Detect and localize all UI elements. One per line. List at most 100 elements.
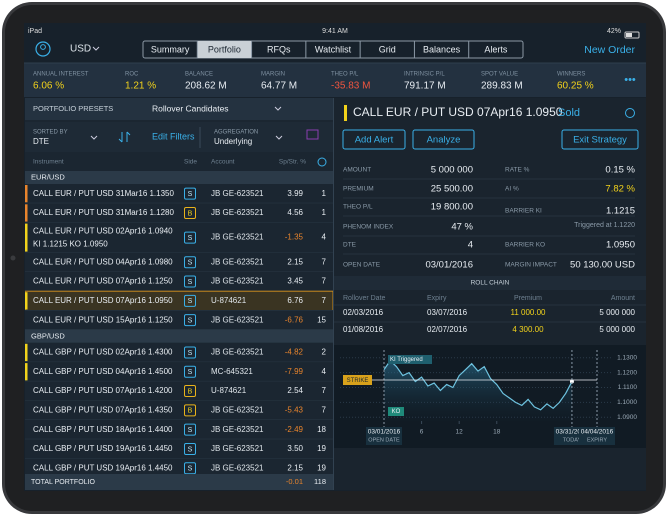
spot-strike-pct: 3.99 (287, 189, 303, 198)
detail-label: THEO P/L (343, 204, 373, 211)
metric-value: 791.17 M (404, 81, 446, 92)
spot-strike-pct: 3.50 (287, 444, 303, 453)
price-area (384, 360, 572, 421)
instrument: CALL GBP / PUT USD 02Apr16 1.4300 (33, 348, 173, 357)
group-name: GBP/USD (31, 331, 65, 340)
metric-value: 208.62 M (185, 81, 227, 92)
metric-value: 60.25 % (557, 81, 594, 92)
detail-value: 1.1215 (606, 206, 635, 217)
settings-icon[interactable] (317, 157, 327, 167)
detail-value: 47 % (451, 222, 473, 233)
current-point (569, 379, 574, 384)
tab[interactable]: Balances (423, 44, 461, 54)
dte: 4 (322, 367, 327, 376)
table-row[interactable] (25, 342, 333, 363)
roll-chain-header (334, 276, 646, 290)
detail-label: AI % (505, 186, 519, 193)
side: S (188, 427, 193, 434)
table-row[interactable] (25, 271, 333, 292)
detail-value: 7.82 % (605, 184, 635, 195)
action-button[interactable] (412, 129, 475, 150)
metrics-bar (24, 63, 646, 97)
detail-value: 50 130.00 USD (570, 260, 635, 271)
action-button[interactable] (342, 129, 406, 150)
detail-label: MARGIN IMPACT (505, 262, 557, 269)
instrument: CALL EUR / PUT USD 31Mar16 1.1350 (33, 189, 175, 198)
device-name: iPad (28, 28, 42, 35)
account: JB GE-623521 (211, 257, 264, 266)
account: JB GE-623521 (211, 208, 264, 217)
row-flag (25, 185, 28, 203)
row-flag (25, 363, 28, 381)
spot-strike-pct: -5.43 (285, 405, 304, 414)
tab[interactable]: RFQs (267, 44, 291, 54)
settings-icon[interactable] (625, 108, 635, 118)
x-tick-label: 12 (456, 429, 464, 436)
sort-icon[interactable] (118, 131, 131, 143)
detail-label: PREMIUM (343, 186, 374, 193)
tab[interactable]: Watchlist (315, 44, 352, 54)
dte: 7 (322, 386, 327, 395)
instrument: CALL EUR / PUT USD 15Apr16 1.1250 (33, 315, 173, 324)
side-badge (184, 365, 196, 378)
total-label: TOTAL PORTFOLIO (31, 479, 95, 486)
instrument: CALL EUR / PUT USD 07Apr16 1.1250 (33, 277, 173, 286)
dte: 1 (322, 189, 327, 198)
detail-status: Sold (558, 107, 580, 119)
table-row[interactable] (25, 203, 333, 223)
detail-value: 0.15 % (605, 165, 635, 176)
action-label[interactable]: Exit Strategy (573, 135, 627, 146)
roll-chain-cell: 5 000 000 (599, 325, 635, 334)
account: MC-645321 (211, 367, 253, 376)
new-order-button[interactable]: New Order (584, 44, 635, 56)
table-row[interactable] (25, 400, 333, 420)
column-header: Sp/Str. % (279, 159, 306, 166)
chevron (274, 106, 282, 111)
action-button[interactable] (561, 129, 639, 150)
currency-selector[interactable]: USD (70, 44, 91, 55)
tab[interactable]: Alerts (484, 44, 508, 54)
table-row[interactable] (25, 184, 333, 204)
table-row[interactable] (25, 310, 333, 330)
row-flag (25, 343, 28, 362)
more-button[interactable]: ••• (624, 74, 636, 86)
table-row[interactable] (25, 362, 333, 382)
account: JB GE-623521 (211, 189, 264, 198)
metric-label: BALANCE (185, 72, 213, 78)
side-badge (184, 256, 196, 269)
table-row[interactable] (25, 439, 333, 459)
tab[interactable]: Portfolio (208, 44, 241, 54)
action-label[interactable]: Add Alert (355, 135, 394, 146)
user-icon-head (40, 44, 46, 50)
table-row[interactable] (25, 458, 333, 478)
edit-filters-button[interactable]: Edit Filters (152, 131, 195, 141)
total-bar (25, 474, 333, 490)
account: U-874621 (211, 296, 247, 305)
metric-label: THEO P/L (331, 72, 359, 78)
aggregation-value[interactable]: Underlying (214, 137, 252, 146)
presets-bar (25, 98, 333, 120)
tab[interactable]: Summary (151, 44, 190, 54)
side-badge (184, 442, 196, 455)
roll-chain-cell: 02/07/2016 (427, 325, 468, 334)
tab[interactable]: Grid (379, 44, 396, 54)
side: S (188, 350, 193, 357)
metric-value: 64.77 M (261, 81, 297, 92)
column-header: Account (211, 159, 235, 166)
table-row[interactable] (25, 420, 333, 440)
side: S (188, 317, 193, 324)
sort-value[interactable]: DTE (33, 137, 49, 146)
layout-icon[interactable] (306, 129, 319, 140)
table-row[interactable] (25, 252, 333, 272)
spot-strike-pct: -2.49 (285, 425, 304, 434)
roll-chain-column: Premium (514, 295, 542, 302)
table-row[interactable] (25, 222, 333, 253)
dte: 15 (317, 315, 326, 324)
account: JB GE-623521 (211, 444, 264, 453)
action-label[interactable]: Analyze (427, 135, 461, 146)
x-tick-note: TODAY (563, 437, 582, 443)
preset-value[interactable]: Rollover Candidates (152, 103, 229, 113)
metric-label: WINNERS (557, 72, 585, 78)
user-icon[interactable] (35, 41, 51, 57)
table-row[interactable] (25, 381, 333, 401)
